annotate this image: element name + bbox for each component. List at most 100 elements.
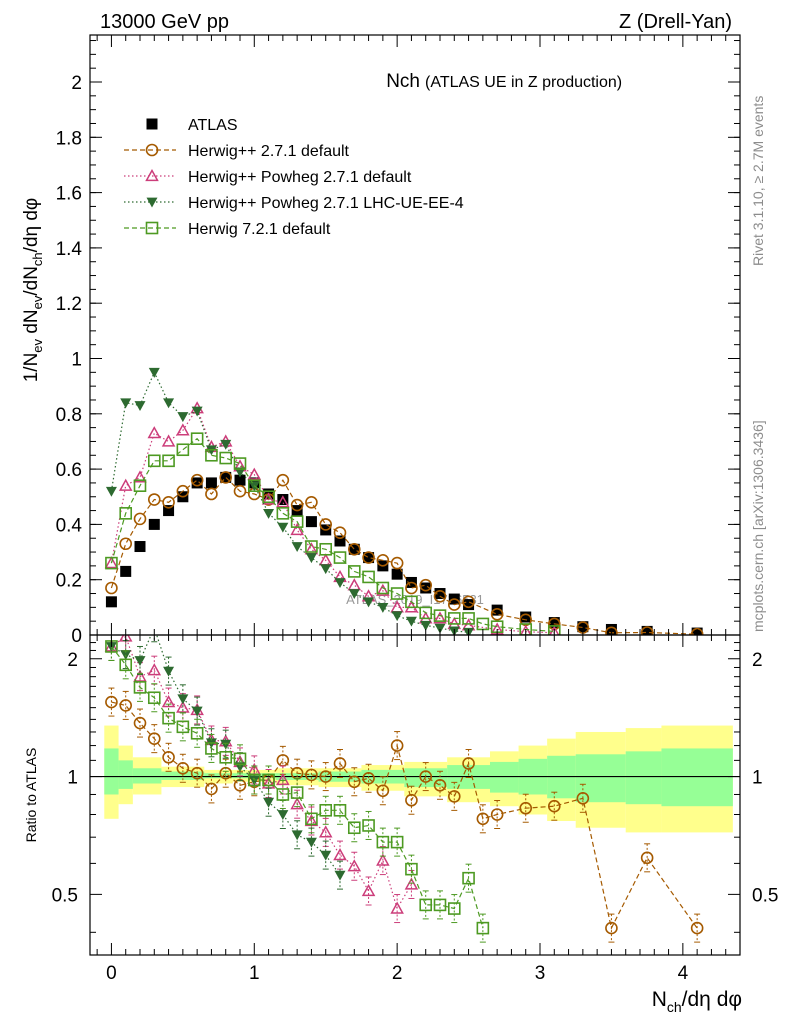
ratio-point bbox=[305, 768, 318, 782]
ratio-point bbox=[347, 821, 361, 835]
data-point bbox=[333, 551, 347, 564]
data-point bbox=[290, 515, 304, 528]
data-point bbox=[205, 487, 218, 501]
ratio-point bbox=[390, 739, 404, 752]
ratio-point bbox=[404, 877, 419, 890]
ratio-point bbox=[276, 788, 290, 801]
ratio-point bbox=[362, 771, 375, 785]
ratio-point bbox=[376, 853, 390, 866]
ratio-point bbox=[433, 898, 447, 912]
main-series-3 bbox=[105, 367, 475, 635]
ratio-point bbox=[447, 902, 461, 915]
data-point bbox=[247, 467, 262, 480]
ratio-point bbox=[277, 810, 289, 820]
data-point bbox=[105, 556, 118, 570]
data-point bbox=[376, 581, 390, 595]
ratio-point bbox=[361, 883, 376, 897]
data-point bbox=[577, 621, 589, 633]
data-point bbox=[305, 540, 318, 553]
y-tick-label: 1.4 bbox=[56, 239, 83, 260]
series-line bbox=[110, 370, 469, 633]
ratio-point bbox=[263, 797, 275, 808]
ratio-point bbox=[334, 870, 346, 881]
data-point bbox=[405, 581, 418, 595]
ratio-point bbox=[290, 797, 304, 810]
data-point bbox=[605, 626, 618, 635]
side-label-mcplots: mcplots.cern.ch [arXiv:1306.3436] bbox=[750, 420, 766, 632]
ratio-point bbox=[333, 803, 347, 817]
data-point bbox=[376, 583, 390, 596]
ratio-point bbox=[176, 720, 190, 734]
ratio-point bbox=[476, 921, 490, 935]
ratio-y-tick-label-right: 1 bbox=[752, 768, 763, 789]
data-point bbox=[334, 535, 346, 547]
ratio-point bbox=[190, 766, 204, 780]
data-point bbox=[434, 623, 446, 634]
data-point bbox=[177, 412, 189, 423]
main-axes: 0 0.2 0.4 0.6 0.8 1 1.2 1.4 1.6 1.8 2 bbox=[56, 35, 740, 647]
data-point bbox=[191, 406, 203, 417]
ratio-point bbox=[640, 851, 654, 865]
ratio-series-3 bbox=[105, 635, 490, 943]
data-point bbox=[163, 505, 175, 517]
data-point bbox=[133, 479, 147, 492]
data-point bbox=[290, 522, 304, 536]
data-point bbox=[277, 522, 289, 533]
legend-marker bbox=[146, 118, 158, 130]
data-point bbox=[263, 508, 275, 519]
ratio-point bbox=[333, 757, 347, 770]
data-point bbox=[148, 518, 160, 530]
ratio-point bbox=[490, 808, 504, 821]
data-point bbox=[390, 556, 404, 570]
legend-marker bbox=[146, 197, 158, 208]
series-line bbox=[110, 476, 698, 635]
data-point bbox=[291, 542, 303, 553]
ratio-point bbox=[462, 871, 475, 885]
ratio-point bbox=[462, 757, 475, 770]
x-axis-label: Nch/dη dφ bbox=[652, 988, 742, 1015]
data-point bbox=[690, 627, 704, 635]
data-point bbox=[105, 581, 118, 595]
ratio-clip-group bbox=[104, 635, 704, 943]
data-point bbox=[290, 498, 304, 512]
ratio-point bbox=[690, 921, 704, 935]
ratio-axes: 0.5 0.5 1 1 2 2 0 1 2 3 4 bbox=[52, 635, 778, 984]
data-point bbox=[119, 537, 133, 551]
data-point bbox=[133, 470, 147, 483]
data-point bbox=[377, 602, 389, 613]
data-point bbox=[233, 484, 247, 498]
y-tick-label: 0 bbox=[71, 626, 82, 647]
legend-marker bbox=[145, 168, 159, 182]
data-point bbox=[420, 582, 432, 594]
ratio-point bbox=[319, 803, 333, 817]
data-point bbox=[176, 443, 190, 457]
data-point bbox=[549, 625, 560, 635]
plot-title: Nch bbox=[386, 71, 420, 92]
data-point bbox=[520, 611, 532, 623]
svg-text:1/Nev dNev/dNch/dη dφ: 1/Nev dNev/dNch/dη dφ bbox=[21, 198, 45, 383]
data-point bbox=[147, 493, 161, 506]
ratio-point bbox=[362, 819, 375, 832]
data-point bbox=[391, 611, 403, 622]
legend-marker bbox=[145, 221, 159, 235]
legend-label: Herwig++ Powheg 2.7.1 LHC-UE-EE-4 bbox=[188, 195, 464, 212]
data-point bbox=[348, 543, 360, 555]
data-point bbox=[161, 434, 176, 447]
data-point bbox=[233, 457, 247, 470]
ratio-point bbox=[262, 773, 275, 787]
data-point bbox=[162, 495, 175, 509]
data-point bbox=[176, 484, 190, 498]
data-point bbox=[190, 473, 204, 487]
band-segment bbox=[132, 768, 162, 784]
data-point bbox=[347, 578, 362, 591]
data-point bbox=[348, 589, 360, 600]
band-segment bbox=[118, 760, 133, 789]
ratio-point bbox=[233, 752, 247, 766]
data-point bbox=[219, 471, 233, 484]
ratio-point bbox=[162, 751, 175, 764]
ratio-point bbox=[233, 778, 247, 792]
y-tick-label: 0.2 bbox=[56, 571, 82, 592]
data-point bbox=[234, 474, 246, 486]
y-tick-label: 0.6 bbox=[56, 460, 82, 481]
